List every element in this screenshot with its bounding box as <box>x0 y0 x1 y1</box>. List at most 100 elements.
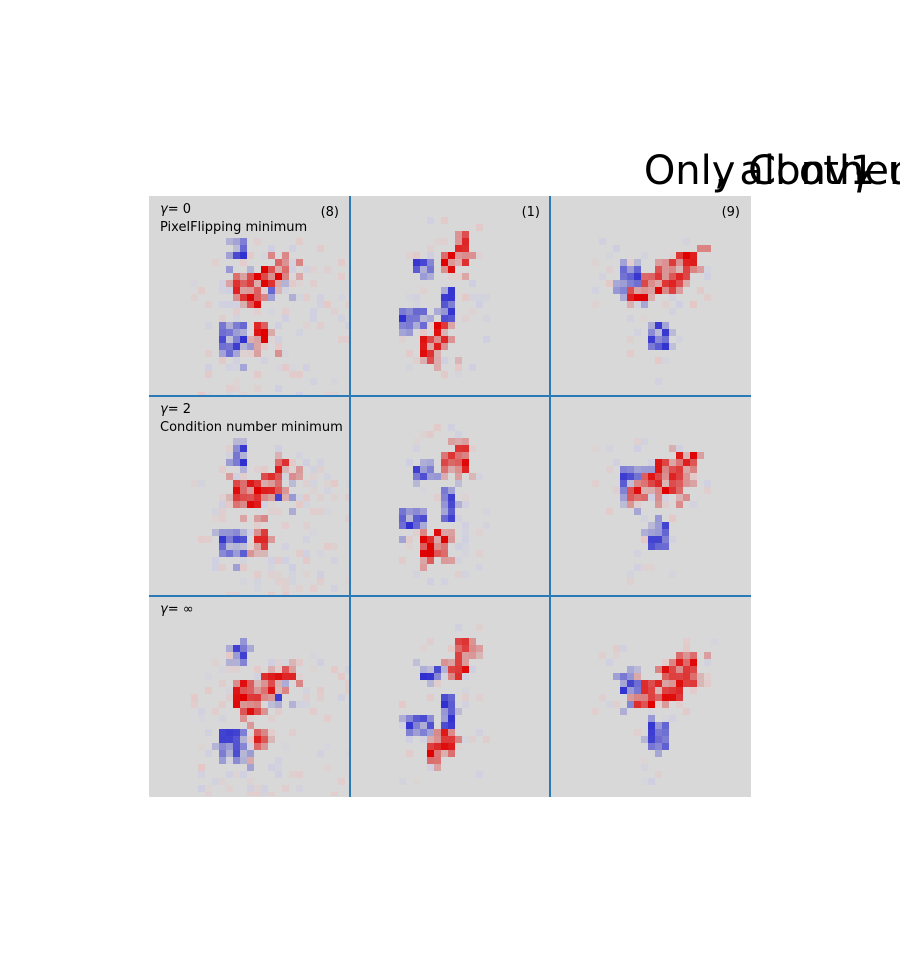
heatmap-pixel <box>690 259 697 266</box>
heatmap-pixel <box>420 550 427 557</box>
heatmap-pixel <box>448 287 455 294</box>
heatmap-pixel <box>469 645 476 652</box>
heatmap-pixel <box>413 778 420 785</box>
heatmap-pixel <box>476 645 483 652</box>
heatmap-pixel <box>434 529 441 536</box>
heatmap-pixel <box>648 336 655 343</box>
heatmap-pixel <box>655 378 662 385</box>
heatmap-pixel <box>683 680 690 687</box>
heatmap-pixel <box>226 301 233 308</box>
heatmap-pixel <box>240 645 247 652</box>
heatmap-pixel <box>420 266 427 273</box>
heatmap-pixel <box>420 308 427 315</box>
heatmap-pixel <box>254 571 261 578</box>
heatmap-pixel <box>310 280 317 287</box>
heatmap-pixel <box>427 743 434 750</box>
row-label-gamma-1: γ= 2 <box>160 402 191 417</box>
heatmap-pixel <box>669 273 676 280</box>
heatmap-pixel <box>462 550 469 557</box>
heatmap-pixel <box>627 294 634 301</box>
heatmap-pixel <box>406 322 413 329</box>
heatmap-pixel <box>233 301 240 308</box>
heatmap-pixel <box>261 694 268 701</box>
heatmap-pixel <box>219 287 226 294</box>
heatmap-pixel <box>240 273 247 280</box>
heatmap-pixel <box>219 750 226 757</box>
heatmap-pixel <box>655 666 662 673</box>
heatmap-pixel <box>338 315 345 322</box>
heatmap-pixel <box>448 487 455 494</box>
heatmap-pixel <box>620 494 627 501</box>
heatmap-pixel <box>247 266 254 273</box>
heatmap-pixel <box>254 680 261 687</box>
heatmap-pixel <box>240 680 247 687</box>
heatmap-r2-c2 <box>592 638 718 785</box>
heatmap-pixel <box>441 452 448 459</box>
heatmap-pixel <box>296 452 303 459</box>
heatmap-pixel <box>627 350 634 357</box>
heatmap-pixel <box>441 336 448 343</box>
heatmap-pixel <box>338 778 345 785</box>
heatmap-pixel <box>254 701 261 708</box>
heatmap-pixel <box>233 480 240 487</box>
heatmap-pixel <box>669 252 676 259</box>
heatmap-pixel <box>254 371 261 378</box>
heatmap-pixel <box>303 557 310 564</box>
heatmap-pixel <box>613 645 620 652</box>
heatmap-pixel <box>483 522 490 529</box>
heatmap-pixel <box>226 501 233 508</box>
heatmap-pixel <box>331 392 338 396</box>
heatmap-pixel <box>455 638 462 645</box>
row-label-gamma-0: γ= 0 <box>160 202 191 217</box>
heatmap-pixel <box>469 294 476 301</box>
heatmap-pixel <box>261 487 268 494</box>
heatmap-pixel <box>697 287 704 294</box>
heatmap-pixel <box>455 666 462 673</box>
heatmap-pixel <box>662 480 669 487</box>
heatmap-pixel <box>226 336 233 343</box>
heatmap-pixel <box>592 708 599 715</box>
heatmap-pixel <box>683 266 690 273</box>
heatmap-pixel <box>648 778 655 785</box>
heatmap-pixel <box>448 743 455 750</box>
heatmap-pixel <box>191 694 198 701</box>
heatmap-pixel <box>427 466 434 473</box>
heatmap-pixel <box>462 536 469 543</box>
heatmap-pixel <box>247 736 254 743</box>
heatmap-pixel <box>331 494 338 501</box>
heatmap-pixel <box>226 592 233 596</box>
heatmap-pixel <box>406 750 413 757</box>
heatmap-pixel <box>641 687 648 694</box>
heatmap-pixel <box>261 729 268 736</box>
heatmap-pixel <box>226 280 233 287</box>
heatmap-pixel <box>676 445 683 452</box>
heatmap-pixel <box>620 259 627 266</box>
heatmap-pixel <box>606 252 613 259</box>
heatmap-pixel <box>296 273 303 280</box>
heatmap-pixel <box>275 687 282 694</box>
heatmap-pixel <box>254 385 261 392</box>
heatmap-pixel <box>399 508 406 515</box>
heatmap-pixel <box>282 522 289 529</box>
heatmap-pixel <box>345 494 349 501</box>
heatmap-pixel <box>219 564 226 571</box>
heatmap-pixel <box>275 364 282 371</box>
heatmap-pixel <box>448 315 455 322</box>
heatmap-pixel <box>254 322 261 329</box>
heatmap-pixel <box>406 729 413 736</box>
heatmap-pixel <box>289 729 296 736</box>
heatmap-pixel <box>247 757 254 764</box>
heatmap-pixel <box>240 708 247 715</box>
heatmap-pixel <box>592 301 599 308</box>
heatmap-pixel <box>240 550 247 557</box>
heatmap-pixel <box>268 729 275 736</box>
heatmap-pixel <box>711 638 718 645</box>
heatmap-pixel <box>254 687 261 694</box>
heatmap-pixel <box>690 252 697 259</box>
heatmap-pixel <box>233 378 240 385</box>
heatmap-pixel <box>233 364 240 371</box>
heatmap-pixel <box>462 652 469 659</box>
heatmap-cell-r2-c1 <box>350 596 550 796</box>
heatmap-pixel <box>226 252 233 259</box>
heatmap-pixel <box>669 480 676 487</box>
